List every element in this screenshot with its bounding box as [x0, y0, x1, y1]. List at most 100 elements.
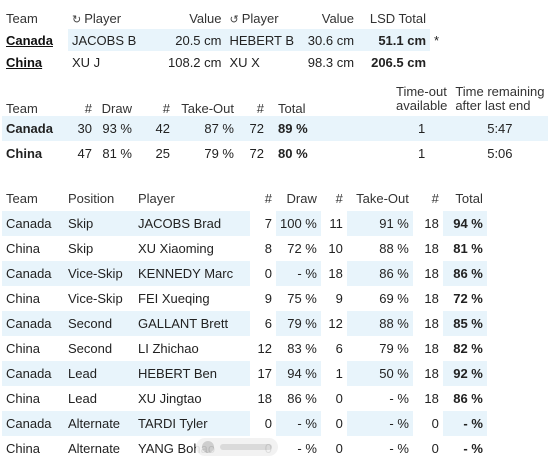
- player-row: Canada Alternate TARDI Tyler 0- % 0- % 0- %: [2, 411, 487, 436]
- summary-timeout: 1: [418, 121, 426, 136]
- summary-n1: 47: [77, 146, 92, 161]
- player-takeout-count: 0: [335, 416, 343, 431]
- lsd-header-row: Team ↻ Player Value ↺ Player Value LSD Tot…: [2, 7, 448, 29]
- player-draw-pct: - %: [276, 261, 321, 286]
- watermark-logo-icon: [202, 441, 214, 453]
- players-header-row: Team Position Player # Draw # Take-Out #…: [2, 186, 487, 211]
- summary-takeout: 87 %: [204, 121, 234, 136]
- lsd-row: China XU J 108.2 cm XU X 98.3 cm 206.5 c…: [2, 51, 448, 73]
- lsd-total: 51.1 cm: [358, 29, 431, 51]
- lsd-header-team: Team: [6, 10, 38, 26]
- player-draw-count: 12: [257, 341, 272, 356]
- players-header-position: Position: [68, 191, 115, 206]
- player-team: China: [6, 241, 40, 256]
- player-draw-count: 8: [264, 241, 272, 256]
- player-draw-pct: 72 %: [287, 241, 317, 256]
- clockwise-arrow-icon: ↻: [72, 13, 82, 26]
- summary-remaining: 5:47: [487, 121, 513, 136]
- lsd-header-player1: ↻ Player: [72, 10, 122, 26]
- lsd-value1: 20.5 cm: [164, 29, 226, 51]
- player-draw-pct: 86 %: [287, 391, 317, 406]
- players-header-n2: #: [335, 191, 343, 206]
- players-header-player: Player: [138, 191, 175, 206]
- summary-header-draw: Draw: [101, 101, 132, 116]
- player-takeout-count: 0: [335, 441, 343, 456]
- player-takeout-pct: - %: [346, 411, 413, 436]
- player-name: XU Xiaoming: [138, 241, 214, 256]
- player-name: KENNEDY Marc: [134, 261, 250, 286]
- player-name: LI Zhichao: [138, 341, 199, 356]
- lsd-value1: 108.2 cm: [168, 54, 222, 70]
- player-name: GALLANT Brett: [134, 311, 250, 336]
- summary-draw: 81 %: [102, 146, 132, 161]
- summary-team: Canada: [6, 121, 53, 136]
- summary-n2: 42: [155, 121, 170, 136]
- player-name: JACOBS Brad: [134, 211, 250, 236]
- player-total-pct: 86 %: [453, 391, 483, 406]
- player-total-count: 18: [424, 266, 439, 281]
- lsd-player2: XU X: [229, 54, 260, 70]
- player-draw-count: 6: [264, 316, 272, 331]
- summary-n3: 72: [249, 121, 264, 136]
- player-row: Canada Lead HEBERT Ben 17 94 % 1 50 % 18 92 %: [2, 361, 487, 386]
- player-row: Canada Skip JACOBS Brad 7 100 % 11 91 % 18 94 %: [2, 211, 487, 236]
- lsd-row: Canada JACOBS B 20.5 cm HEBERT B 30.6 cm…: [2, 29, 448, 51]
- player-draw-count: 0: [264, 416, 272, 431]
- player-name: YANG Bohao: [138, 441, 216, 456]
- summary-draw: 93 %: [102, 121, 132, 136]
- player-draw-pct: - %: [297, 441, 317, 456]
- player-row: Canada Vice-Skip KENNEDY Marc 0- % 18 86 % 18 8…: [2, 261, 487, 286]
- summary-header-takeout: Take-Out: [181, 101, 234, 116]
- player-position: Alternate: [64, 411, 134, 436]
- player-team: China: [6, 391, 40, 406]
- lsd-header-value1: Value: [189, 10, 222, 26]
- player-row: China Vice-Skip FEI Xueqing 9 75 % 9 69 % 18 72 …: [2, 286, 487, 311]
- player-total-pct: 72 %: [453, 291, 483, 306]
- player-takeout-count: 18: [328, 266, 343, 281]
- lsd-player2: HEBERT B: [225, 29, 299, 51]
- player-total-pct: 85 %: [442, 311, 487, 336]
- player-total-count: 0: [431, 416, 439, 431]
- player-total-pct: 82 %: [453, 341, 483, 356]
- summary-header-n2: #: [162, 101, 170, 116]
- lsd-team-link[interactable]: China: [6, 54, 43, 70]
- summary-team: China: [6, 146, 43, 161]
- player-takeout-count: 12: [328, 316, 343, 331]
- summary-header-timeout: Time-out available: [396, 84, 448, 113]
- player-total-count: 18: [424, 366, 439, 381]
- player-draw-count: 17: [257, 366, 272, 381]
- summary-header-total: Total: [278, 101, 306, 116]
- player-team: China: [6, 341, 40, 356]
- player-takeout-pct: 86 %: [346, 261, 413, 286]
- player-takeout-pct: 88 %: [346, 311, 413, 336]
- players-header-total: Total: [455, 191, 483, 206]
- player-total-pct: 94 %: [442, 211, 487, 236]
- player-draw-pct: 79 %: [276, 311, 321, 336]
- player-total-count: 18: [424, 241, 439, 256]
- lsd-player1: JACOBS B: [68, 29, 164, 51]
- player-total-count: 18: [424, 216, 439, 231]
- summary-remaining: 5:06: [487, 146, 513, 161]
- player-draw-count: 18: [257, 391, 272, 406]
- player-draw-pct: 83 %: [287, 341, 317, 356]
- lsd-header-player2: ↺ Player: [229, 10, 279, 26]
- lsd-header-total: LSD Total: [369, 10, 427, 26]
- lsd-team-link[interactable]: Canada: [6, 32, 53, 48]
- lsd-player1: XU J: [72, 54, 101, 70]
- lsd-table: Team ↻ Player Value ↺ Player Value LSD Tot…: [2, 7, 448, 73]
- summary-header-row: Team # Draw # Take-Out # Total Time-out a…: [2, 82, 548, 117]
- player-total-pct: 81 %: [453, 241, 483, 256]
- players-header-n1: #: [264, 191, 272, 206]
- player-total-count: 0: [431, 441, 439, 456]
- player-position: Vice-Skip: [64, 261, 134, 286]
- players-header-draw: Draw: [286, 191, 317, 206]
- summary-n3: 72: [249, 146, 264, 161]
- summary-total: 89 %: [278, 121, 308, 136]
- player-takeout-count: 10: [328, 241, 343, 256]
- player-team: China: [6, 441, 40, 456]
- player-total-pct: 86 %: [442, 261, 487, 286]
- player-takeout-count: 11: [329, 216, 343, 231]
- player-position: Second: [64, 311, 134, 336]
- summary-n2: 25: [155, 146, 170, 161]
- player-takeout-count: 1: [335, 366, 343, 381]
